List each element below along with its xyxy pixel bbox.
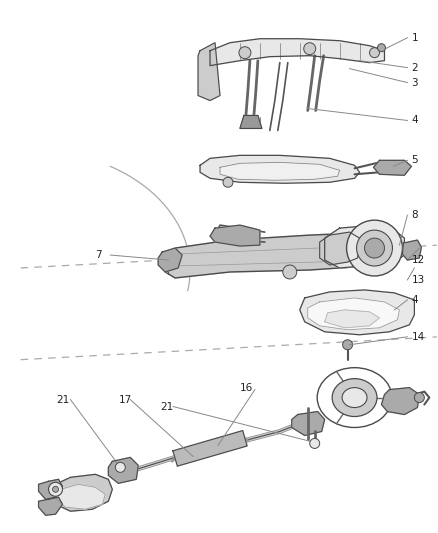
Polygon shape bbox=[292, 411, 325, 435]
Polygon shape bbox=[300, 290, 414, 335]
Circle shape bbox=[49, 482, 63, 496]
Polygon shape bbox=[320, 232, 360, 265]
Circle shape bbox=[414, 393, 424, 402]
Circle shape bbox=[223, 177, 233, 187]
Circle shape bbox=[378, 44, 385, 52]
Polygon shape bbox=[39, 497, 63, 515]
Circle shape bbox=[357, 230, 392, 266]
Text: 2: 2 bbox=[411, 63, 418, 72]
Text: 3: 3 bbox=[411, 78, 418, 87]
Circle shape bbox=[115, 462, 125, 472]
Polygon shape bbox=[325, 310, 379, 328]
Polygon shape bbox=[57, 484, 106, 509]
Text: 13: 13 bbox=[411, 275, 424, 285]
Text: 4: 4 bbox=[411, 295, 418, 305]
Text: 21: 21 bbox=[57, 394, 70, 405]
Text: 5: 5 bbox=[411, 155, 418, 165]
Text: 4: 4 bbox=[411, 116, 418, 125]
Polygon shape bbox=[210, 225, 260, 246]
Circle shape bbox=[239, 47, 251, 59]
Circle shape bbox=[304, 43, 316, 55]
Text: 14: 14 bbox=[411, 332, 424, 342]
Polygon shape bbox=[325, 225, 404, 268]
Text: 8: 8 bbox=[411, 210, 418, 220]
Circle shape bbox=[343, 340, 353, 350]
Circle shape bbox=[283, 265, 297, 279]
Polygon shape bbox=[381, 387, 419, 415]
Polygon shape bbox=[108, 457, 138, 483]
Circle shape bbox=[370, 47, 379, 58]
Circle shape bbox=[53, 486, 59, 492]
Polygon shape bbox=[308, 298, 399, 330]
Polygon shape bbox=[198, 43, 220, 101]
Circle shape bbox=[364, 238, 385, 258]
Polygon shape bbox=[374, 160, 411, 175]
Polygon shape bbox=[403, 240, 421, 260]
Text: 16: 16 bbox=[240, 383, 253, 393]
Text: 7: 7 bbox=[95, 250, 102, 260]
Polygon shape bbox=[240, 116, 262, 128]
Circle shape bbox=[310, 439, 320, 448]
Text: 12: 12 bbox=[411, 255, 424, 265]
Text: 21: 21 bbox=[160, 401, 173, 411]
Polygon shape bbox=[173, 431, 247, 466]
Polygon shape bbox=[39, 479, 63, 499]
Polygon shape bbox=[210, 39, 385, 66]
Polygon shape bbox=[165, 232, 399, 278]
Polygon shape bbox=[200, 155, 360, 183]
Circle shape bbox=[346, 220, 403, 276]
Ellipse shape bbox=[332, 378, 377, 416]
Text: 1: 1 bbox=[411, 33, 418, 43]
Polygon shape bbox=[49, 474, 112, 511]
Polygon shape bbox=[220, 163, 339, 180]
Ellipse shape bbox=[342, 387, 367, 408]
Polygon shape bbox=[158, 248, 182, 272]
Text: 17: 17 bbox=[118, 394, 131, 405]
